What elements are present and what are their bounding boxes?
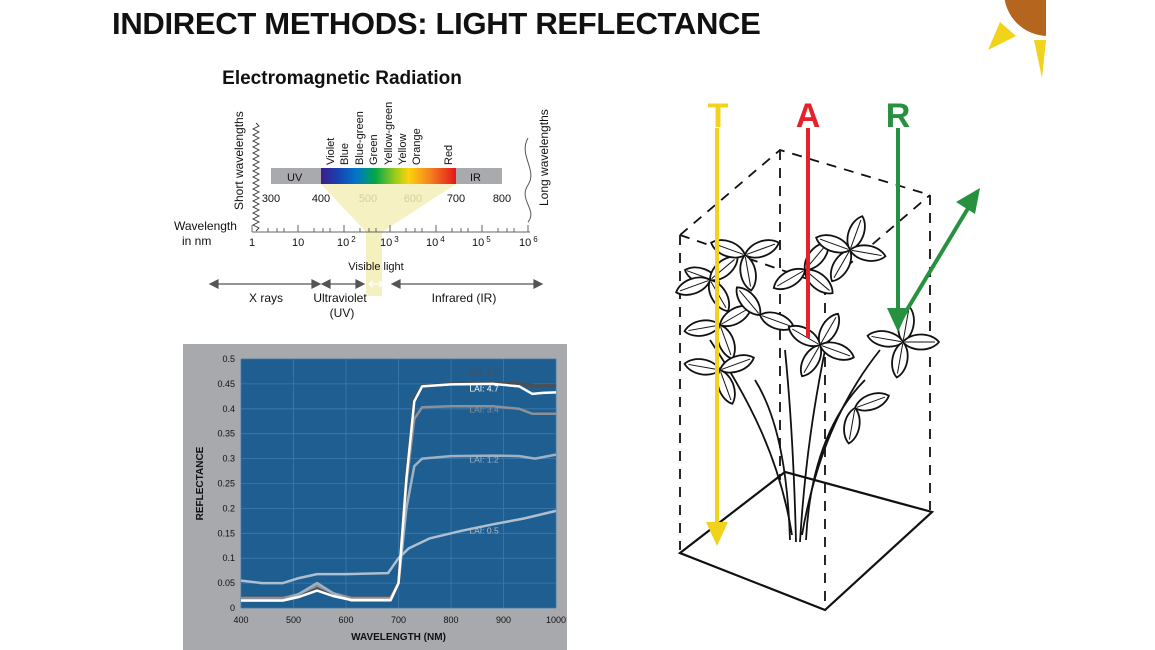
y-axis-title: REFLECTANCE (195, 446, 206, 520)
visible-light-label: Visible light (348, 261, 403, 273)
nm-tick: 300 (262, 193, 280, 205)
visible-light-marker (366, 230, 382, 296)
visible-light-arrow (368, 280, 384, 288)
ir-label: IR (470, 172, 481, 184)
log-axis-ticks (251, 225, 529, 232)
y-tick-label: 0 (230, 603, 235, 613)
sun-disc (1004, 0, 1046, 36)
nm-tick: 800 (493, 193, 511, 205)
ultraviolet-abbr-label: (UV) (330, 306, 355, 320)
em-title: Electromagnetic Radiation (222, 68, 462, 89)
y-tick-label: 0.25 (217, 479, 235, 489)
y-tick-label: 0.3 (222, 454, 235, 464)
reflected-outgoing-arrow (900, 203, 972, 320)
color-label-yellow: Yellow (397, 134, 409, 165)
series-label: LAI: 5.8 (469, 367, 499, 377)
transmitted-label: T (708, 97, 729, 135)
sun-ray (988, 22, 1016, 50)
wavelength-unit-label: in nm (182, 234, 211, 248)
log-tick-label: 10 3 (380, 235, 399, 249)
long-wavelengths-label: Long wavelengths (537, 109, 551, 206)
log-tick-label: 10 2 (337, 235, 356, 249)
nm-tick: 400 (312, 193, 330, 205)
canopy-light-diagram: T A R (672, 97, 980, 612)
x-tick-label: 400 (233, 615, 248, 625)
log-tick-label: 10 5 (472, 235, 491, 249)
y-tick-label: 0.2 (222, 503, 235, 513)
series-label: LAI: 4.7 (469, 383, 499, 393)
y-tick-label: 0.5 (222, 354, 235, 364)
log-tick-label: 10 6 (519, 235, 538, 249)
ir-band (456, 168, 502, 184)
spectrum-color-labels: Violet Blue Blue-green Green Yellow-gree… (325, 102, 455, 165)
sun-ray (1034, 40, 1046, 78)
short-wave-squiggle (251, 122, 261, 232)
nm-tick: 700 (447, 193, 465, 205)
slide-title: INDIRECT METHODS: LIGHT REFLECTANCE (112, 6, 761, 41)
chart-axes: 0 0.05 0.1 0.15 0.2 0.25 0.3 0.35 0.4 0.45 0.5 400 5… (217, 354, 566, 625)
x-tick-label: 500 (286, 615, 301, 625)
ultraviolet-label: Ultraviolet (313, 291, 367, 305)
color-label-red: Red (443, 145, 455, 165)
short-wavelengths-label: Short wavelengths (232, 111, 246, 210)
y-tick-label: 0.45 (217, 379, 235, 389)
visible-zoom-projection (321, 184, 456, 232)
x-tick-label: 1000 (546, 615, 566, 625)
canopy-base (677, 470, 935, 612)
region-arrows (208, 279, 544, 289)
x-tick-label: 900 (496, 615, 511, 625)
reflected-outgoing-arrowhead (956, 188, 980, 214)
y-tick-label: 0.4 (222, 404, 235, 414)
color-label-violet: Violet (325, 138, 337, 165)
wavelength-label: Wavelength (174, 219, 237, 233)
y-tick-label: 0.1 (222, 553, 235, 563)
transmitted-arrowhead (706, 522, 728, 546)
log-tick-label: 1 (249, 237, 255, 249)
log-tick-label: 10 4 (426, 235, 445, 249)
uv-label: UV (287, 172, 303, 184)
series-label: LAI: 3.4 (469, 404, 499, 414)
color-label-orange: Orange (411, 128, 423, 165)
x-axis-title: WAVELENGTH (NM) (351, 632, 446, 643)
series-line-lai05 (240, 509, 557, 585)
color-label-yellow-green: Yellow-green (383, 102, 395, 165)
y-tick-label: 0.05 (217, 578, 235, 588)
chart-series (240, 381, 557, 602)
color-label-blue: Blue (339, 143, 351, 165)
log-axis-labels: 1 10 10 2 10 3 10 4 10 5 10 6 (249, 235, 538, 249)
x-tick-label: 800 (443, 615, 458, 625)
y-tick-label: 0.15 (217, 528, 235, 538)
x-tick-label: 700 (391, 615, 406, 625)
y-tick-label: 0.35 (217, 429, 235, 439)
visible-spectrum-band (321, 168, 456, 184)
series-label: LAI: 1.2 (469, 455, 499, 465)
long-wave-curve (524, 137, 532, 223)
color-label-green: Green (368, 134, 380, 165)
reflectance-chart: 0 0.05 0.1 0.15 0.2 0.25 0.3 0.35 0.4 0.45 0.5 400 5… (195, 354, 566, 643)
sun-icon (988, 0, 1046, 78)
uv-band (271, 168, 321, 184)
series-label: LAI: 0.5 (469, 525, 499, 535)
reflectance-chart-panel: 0 0.05 0.1 0.15 0.2 0.25 0.3 0.35 0.4 0.45 0.5 400 5… (183, 344, 567, 650)
electromagnetic-spectrum-diagram: Electromagnetic Radiation Short waveleng… (174, 68, 551, 320)
xrays-label: X rays (249, 291, 283, 305)
series-labels: LAI: 5.8 LAI: 4.7 LAI: 3.4 LAI: 1.2 LAI: 0.5 (469, 367, 499, 535)
x-tick-label: 600 (338, 615, 353, 625)
color-label-blue-green: Blue-green (354, 111, 366, 165)
log-tick-label: 10 (292, 237, 304, 249)
infrared-label: Infrared (IR) (432, 291, 497, 305)
chart-grid (240, 358, 557, 609)
series-line-lai47 (241, 382, 557, 602)
